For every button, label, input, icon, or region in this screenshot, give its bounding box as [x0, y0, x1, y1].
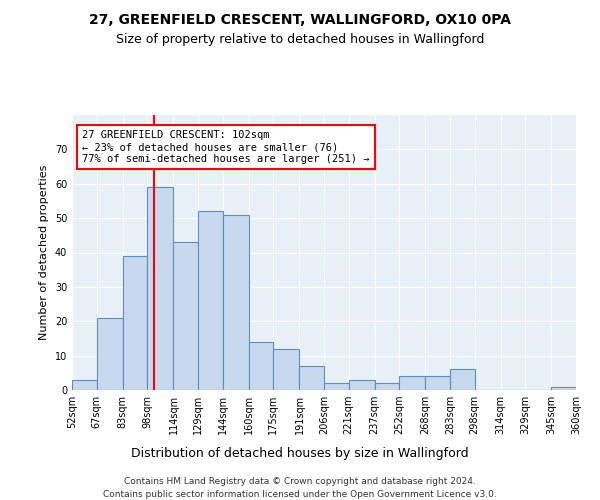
Bar	[223, 214, 249, 390]
Bar	[273, 349, 299, 390]
Bar	[425, 376, 450, 390]
Bar	[173, 242, 198, 390]
Text: Contains HM Land Registry data © Crown copyright and database right 2024.: Contains HM Land Registry data © Crown c…	[124, 478, 476, 486]
Bar	[97, 318, 123, 390]
Text: Size of property relative to detached houses in Wallingford: Size of property relative to detached ho…	[116, 32, 484, 46]
Bar	[399, 376, 425, 390]
Text: 27, GREENFIELD CRESCENT, WALLINGFORD, OX10 0PA: 27, GREENFIELD CRESCENT, WALLINGFORD, OX…	[89, 12, 511, 26]
Bar	[299, 366, 324, 390]
Bar	[147, 187, 173, 390]
Text: 27 GREENFIELD CRESCENT: 102sqm
← 23% of detached houses are smaller (76)
77% of : 27 GREENFIELD CRESCENT: 102sqm ← 23% of …	[82, 130, 370, 164]
Bar	[450, 370, 475, 390]
Bar	[551, 386, 576, 390]
Bar	[324, 383, 349, 390]
Bar	[72, 380, 97, 390]
Text: Distribution of detached houses by size in Wallingford: Distribution of detached houses by size …	[131, 448, 469, 460]
Y-axis label: Number of detached properties: Number of detached properties	[39, 165, 49, 340]
Bar	[349, 380, 375, 390]
Bar	[375, 383, 399, 390]
Bar	[249, 342, 273, 390]
Text: Contains public sector information licensed under the Open Government Licence v3: Contains public sector information licen…	[103, 490, 497, 499]
Bar	[123, 256, 147, 390]
Bar	[198, 211, 223, 390]
